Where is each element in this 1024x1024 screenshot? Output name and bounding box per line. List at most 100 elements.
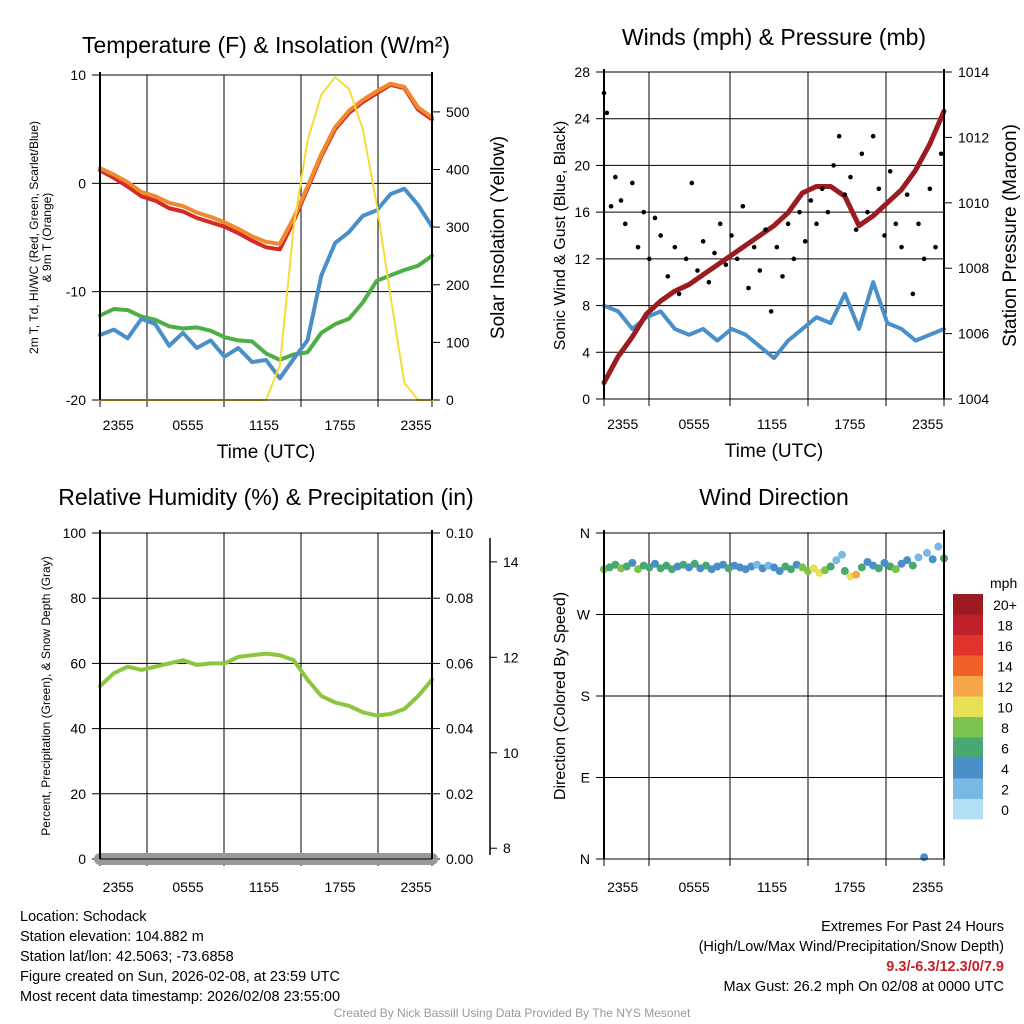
gust-point <box>647 256 652 262</box>
extremes-box: Extremes For Past 24 Hours (High/Low/Max… <box>699 917 1004 997</box>
x-tick-label: 0555 <box>679 879 710 895</box>
gust-point <box>853 227 859 232</box>
y-tick-label: 4 <box>582 344 590 360</box>
legend-swatch <box>953 737 983 758</box>
gust-point <box>751 244 757 250</box>
snow-depth-tick-label: 8 <box>503 840 511 856</box>
y-right-tick-label: 0.06 <box>446 655 473 671</box>
legend-label: 18 <box>997 618 1013 634</box>
gust-point <box>672 244 678 250</box>
direction-point <box>662 561 671 570</box>
legend-swatch <box>953 655 983 676</box>
gust-point <box>717 221 723 227</box>
gust-point <box>641 209 646 215</box>
legend-swatch <box>953 594 983 615</box>
gust-point <box>695 268 700 273</box>
gust-point <box>774 244 780 250</box>
gust-point <box>887 168 893 174</box>
panel-3: Relative Humidity (%) & Precipitation (i… <box>39 484 519 895</box>
x-tick-label: 1155 <box>249 417 279 433</box>
direction-point <box>775 567 784 576</box>
gust-point <box>618 198 624 203</box>
y-right-tick-label: 100 <box>446 334 470 350</box>
gust-point <box>630 180 635 186</box>
gust-point <box>791 256 797 262</box>
gust-point <box>865 209 870 215</box>
y-axis-label: Direction (Colored By Speed) <box>552 592 569 800</box>
direction-point <box>920 853 929 862</box>
extremes-title: Extremes For Past 24 Hours <box>821 919 1004 935</box>
legend-swatch <box>953 635 983 656</box>
gust-point <box>882 233 887 238</box>
direction-point <box>628 558 637 567</box>
y-axis-label: 2m T, Td, HI/WC (Red, Green, Scarlet/Blu… <box>27 121 41 354</box>
gust-point <box>859 151 865 157</box>
series-9m-t <box>98 81 434 246</box>
snow-depth-tick-label: 14 <box>503 554 519 570</box>
y-tick-label: 80 <box>70 590 86 606</box>
x-tick-label: 1155 <box>249 879 279 895</box>
x-tick-label: 1755 <box>324 879 355 895</box>
gust-point <box>899 244 904 250</box>
y-right-tick-label: 400 <box>446 162 470 178</box>
gust-point <box>819 186 825 192</box>
legend-label: 20+ <box>993 597 1017 613</box>
gust-point <box>635 244 641 250</box>
gust-point <box>933 244 938 250</box>
direction-point <box>928 555 937 564</box>
gust-point <box>652 215 658 221</box>
y-tick-label: N <box>580 851 590 867</box>
gust-point <box>734 256 740 262</box>
x-tick-label: 2355 <box>103 879 134 895</box>
gust-point <box>780 274 785 279</box>
gust-point <box>797 209 802 215</box>
direction-point <box>891 565 900 574</box>
direction-point <box>787 565 795 574</box>
gust-point <box>604 110 610 116</box>
gust-point <box>689 180 695 186</box>
y-tick-label: 28 <box>574 64 590 80</box>
direction-point <box>685 563 693 572</box>
direction-point <box>880 558 889 567</box>
snow-depth-tick-label: 10 <box>503 745 519 761</box>
gust-point <box>746 285 751 291</box>
station-elevation: Station elevation: 104.882 m <box>20 929 204 945</box>
panel-title: Wind Direction <box>699 484 849 510</box>
y-right-tick-label: 1010 <box>958 195 989 211</box>
panel-title: Temperature (F) & Insolation (W/m²) <box>82 32 450 58</box>
y-tick-label: 0 <box>78 175 86 191</box>
gust-point <box>825 209 831 215</box>
gust-point <box>842 192 848 197</box>
x-tick-label: 2355 <box>400 417 431 433</box>
direction-point <box>840 567 849 576</box>
y-right-tick-label: 0.08 <box>446 590 473 606</box>
gust-point <box>910 291 916 297</box>
direction-point <box>821 566 829 575</box>
gust-point <box>916 221 921 227</box>
gust-point <box>729 233 734 238</box>
y-tick-label: 16 <box>574 204 590 220</box>
figure-created: Figure created on Sun, 2026-02-08, at 23… <box>20 969 340 985</box>
x-tick-label: 2355 <box>607 879 638 895</box>
series-station-pressure <box>601 108 947 386</box>
x-tick-label: 0555 <box>172 417 203 433</box>
gust-point <box>921 256 927 262</box>
panel-2: Winds (mph) & Pressure (mb) 0 4 8 12 16 20 24 28… <box>552 24 1021 462</box>
gust-point <box>676 291 682 297</box>
direction-point <box>934 542 943 551</box>
gust-point <box>613 174 618 180</box>
gust-point <box>893 221 899 227</box>
legend-swatch <box>953 614 983 635</box>
snow-depth-tick-label: 12 <box>503 649 519 665</box>
direction-point <box>852 570 861 579</box>
y-right-tick-label: 0.02 <box>446 786 473 802</box>
direction-point <box>838 550 846 559</box>
legend-swatch <box>953 676 983 697</box>
direction-point <box>897 559 906 568</box>
x-tick-label: 1155 <box>757 879 787 895</box>
gust-point <box>904 192 910 197</box>
y-right-tick-label: 1008 <box>958 260 989 276</box>
direction-point <box>719 560 727 569</box>
y-tick-label: W <box>577 607 591 623</box>
